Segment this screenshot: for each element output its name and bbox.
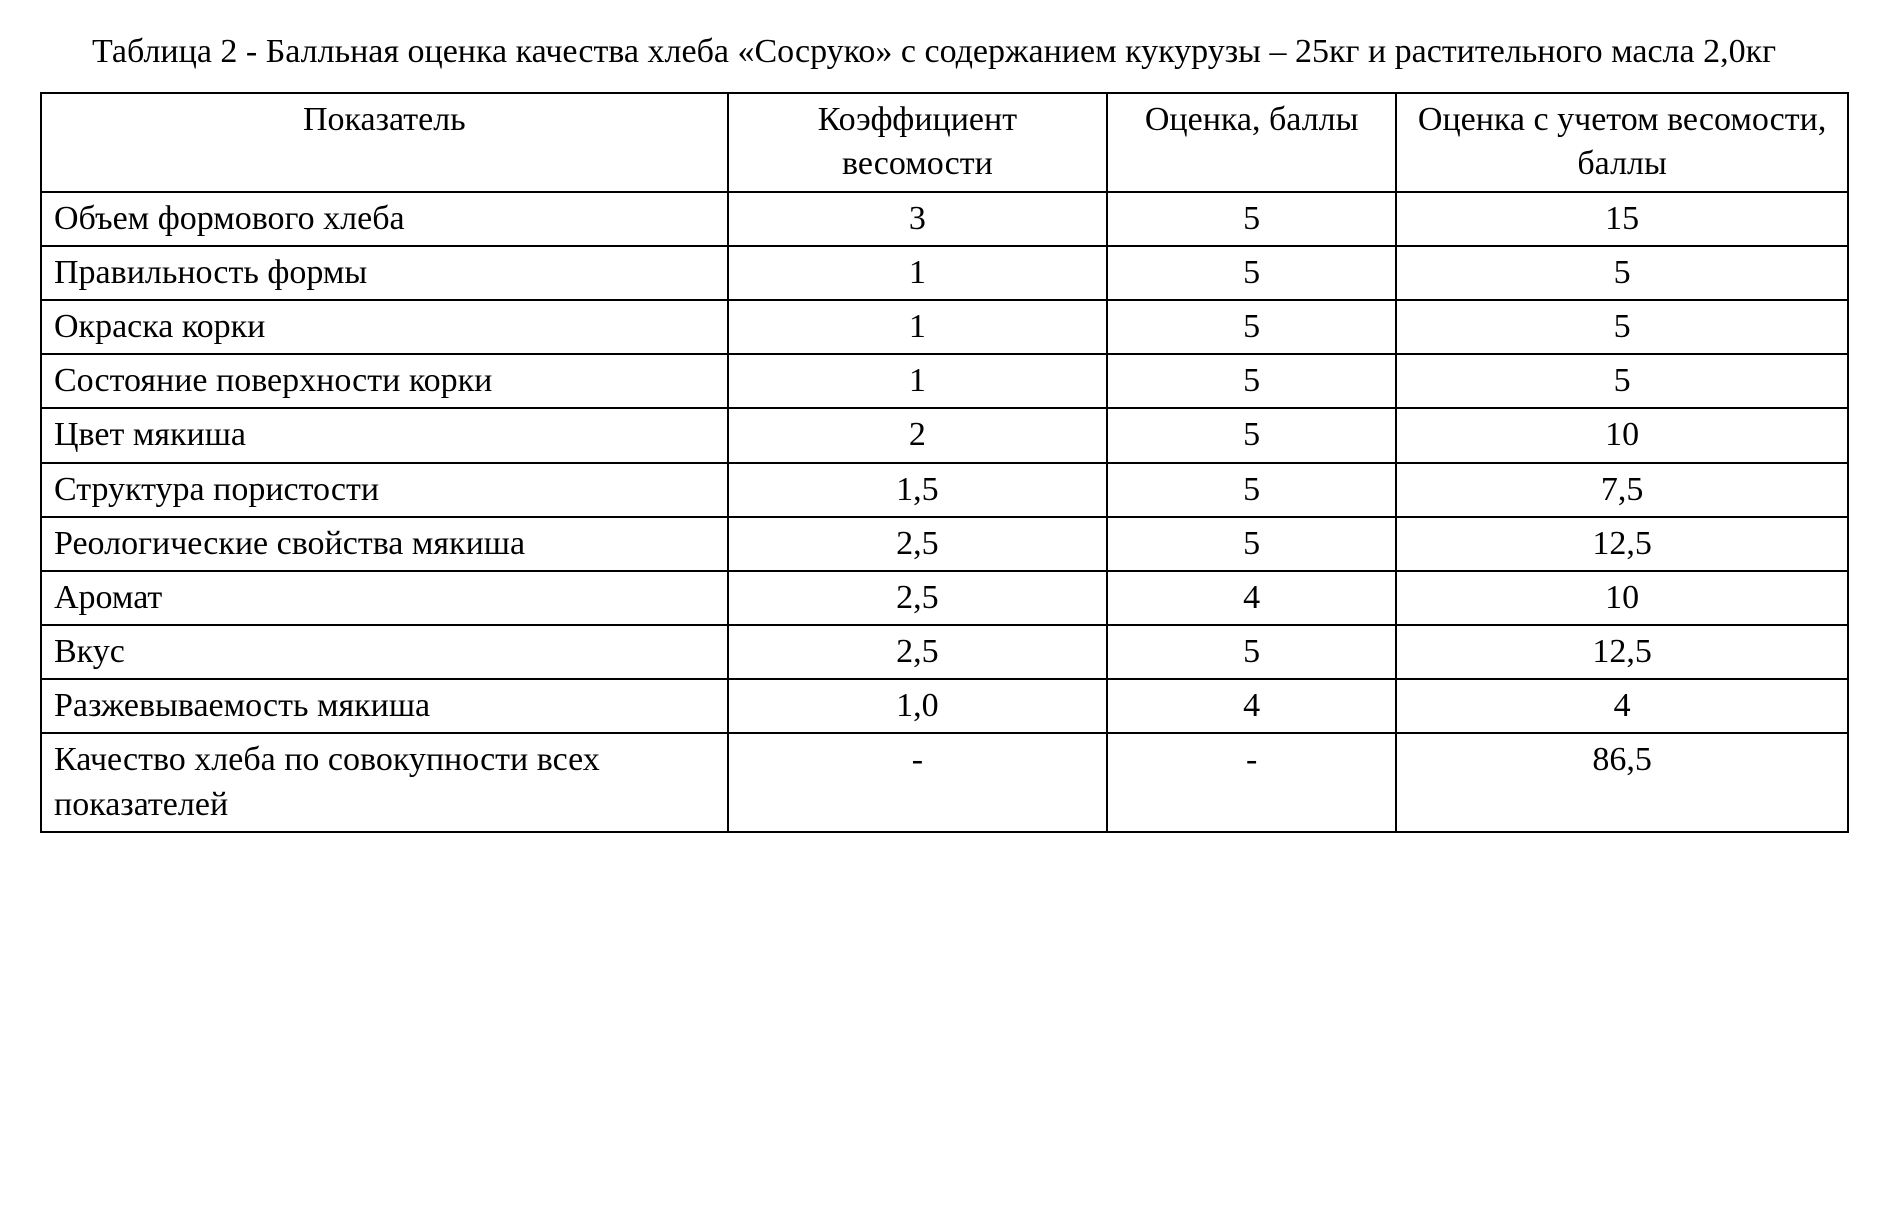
table-row: Цвет мякиша 2 5 10 xyxy=(41,408,1848,462)
cell-label: Качество хлеба по совокупности всех пока… xyxy=(41,733,728,831)
quality-score-table: Показатель Коэффициент весомости Оценка,… xyxy=(40,92,1849,833)
cell-label: Вкус xyxy=(41,625,728,679)
table-row-total: Качество хлеба по совокупности всех пока… xyxy=(41,733,1848,831)
cell-label: Аромат xyxy=(41,571,728,625)
cell-weighted: 15 xyxy=(1396,192,1848,246)
table-header-row: Показатель Коэффициент весомости Оценка,… xyxy=(41,93,1848,191)
cell-coef: 2,5 xyxy=(728,625,1107,679)
cell-coef: 1,0 xyxy=(728,679,1107,733)
cell-label: Объем формового хлеба xyxy=(41,192,728,246)
cell-label: Реологические свойства мякиша xyxy=(41,517,728,571)
cell-score: 5 xyxy=(1107,625,1396,679)
cell-coef: - xyxy=(728,733,1107,831)
cell-label: Цвет мякиша xyxy=(41,408,728,462)
cell-weighted: 12,5 xyxy=(1396,625,1848,679)
table-row: Правильность формы 1 5 5 xyxy=(41,246,1848,300)
cell-score: 5 xyxy=(1107,408,1396,462)
cell-score: 5 xyxy=(1107,517,1396,571)
cell-coef: 3 xyxy=(728,192,1107,246)
cell-weighted: 10 xyxy=(1396,571,1848,625)
cell-score: - xyxy=(1107,733,1396,831)
table-row: Реологические свойства мякиша 2,5 5 12,5 xyxy=(41,517,1848,571)
cell-score: 5 xyxy=(1107,192,1396,246)
col-header-score: Оценка, баллы xyxy=(1107,93,1396,191)
cell-coef: 1 xyxy=(728,354,1107,408)
cell-coef: 1 xyxy=(728,246,1107,300)
col-header-coef: Коэффициент весомости xyxy=(728,93,1107,191)
table-row: Состояние поверхности корки 1 5 5 xyxy=(41,354,1848,408)
table-row: Объем формового хлеба 3 5 15 xyxy=(41,192,1848,246)
cell-score: 4 xyxy=(1107,679,1396,733)
table-row: Аромат 2,5 4 10 xyxy=(41,571,1848,625)
cell-label: Окраска корки xyxy=(41,300,728,354)
cell-score: 5 xyxy=(1107,354,1396,408)
cell-weighted: 10 xyxy=(1396,408,1848,462)
cell-weighted: 86,5 xyxy=(1396,733,1848,831)
table-row: Структура пористости 1,5 5 7,5 xyxy=(41,463,1848,517)
cell-coef: 2,5 xyxy=(728,517,1107,571)
table-row: Вкус 2,5 5 12,5 xyxy=(41,625,1848,679)
cell-weighted: 5 xyxy=(1396,354,1848,408)
cell-weighted: 12,5 xyxy=(1396,517,1848,571)
cell-score: 5 xyxy=(1107,246,1396,300)
cell-score: 4 xyxy=(1107,571,1396,625)
table-row: Окраска корки 1 5 5 xyxy=(41,300,1848,354)
cell-label: Правильность формы xyxy=(41,246,728,300)
cell-coef: 2 xyxy=(728,408,1107,462)
cell-coef: 2,5 xyxy=(728,571,1107,625)
cell-coef: 1,5 xyxy=(728,463,1107,517)
table-caption: Таблица 2 - Балльная оценка качества хле… xyxy=(40,30,1849,74)
cell-weighted: 5 xyxy=(1396,246,1848,300)
cell-weighted: 4 xyxy=(1396,679,1848,733)
table-row: Разжевываемость мякиша 1,0 4 4 xyxy=(41,679,1848,733)
cell-label: Состояние поверхности корки xyxy=(41,354,728,408)
col-header-weighted: Оценка с учетом весомости, баллы xyxy=(1396,93,1848,191)
cell-coef: 1 xyxy=(728,300,1107,354)
cell-label: Разжевываемость мякиша xyxy=(41,679,728,733)
cell-weighted: 5 xyxy=(1396,300,1848,354)
cell-score: 5 xyxy=(1107,463,1396,517)
cell-weighted: 7,5 xyxy=(1396,463,1848,517)
cell-label: Структура пористости xyxy=(41,463,728,517)
cell-score: 5 xyxy=(1107,300,1396,354)
col-header-indicator: Показатель xyxy=(41,93,728,191)
